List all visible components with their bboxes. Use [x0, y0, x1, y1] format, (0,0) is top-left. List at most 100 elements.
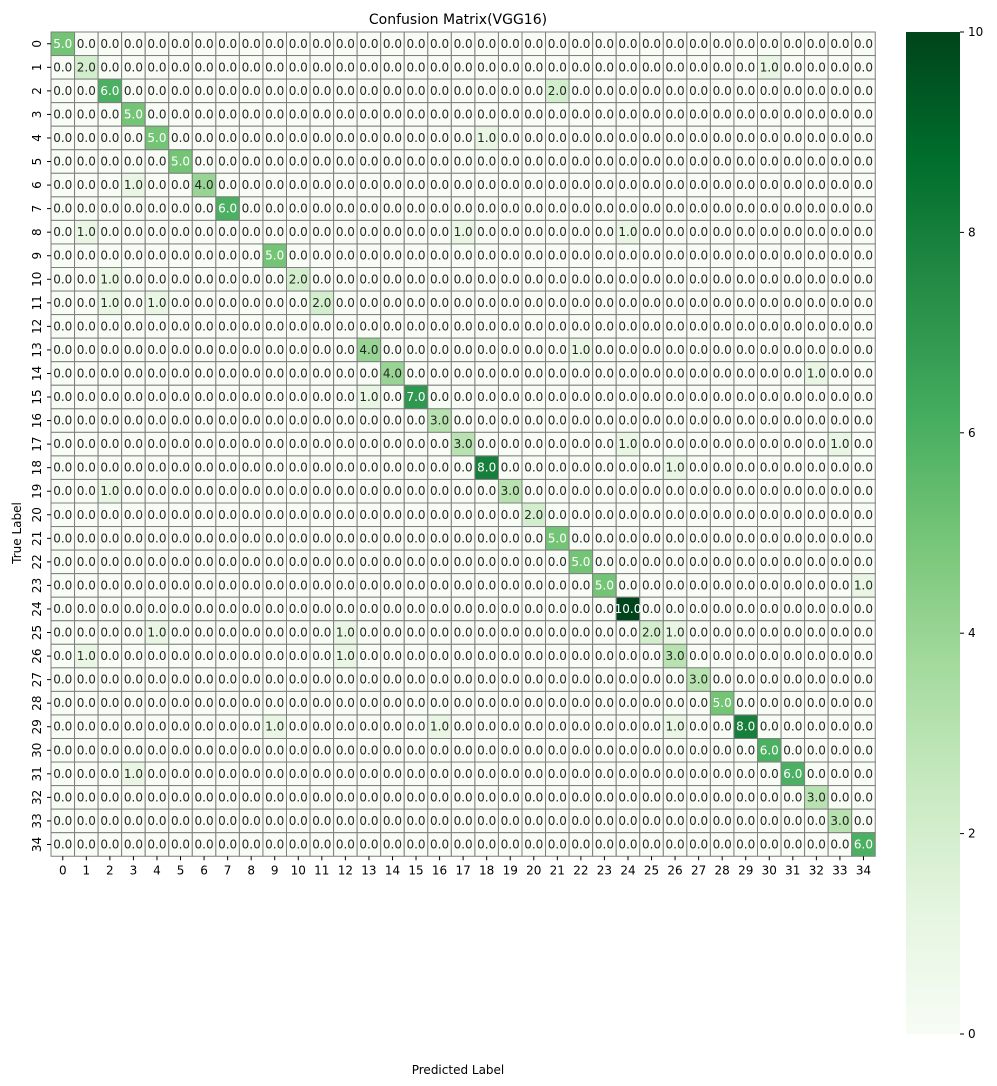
- cell-value-label: 0.0: [524, 790, 543, 804]
- cell-value-label: 0.0: [242, 837, 261, 851]
- cell-value-label: 0.0: [147, 790, 166, 804]
- cell-value-label: 0.0: [171, 437, 190, 451]
- cell-value-label: 0.0: [595, 131, 614, 145]
- cell-value-label: 0.0: [760, 461, 779, 475]
- cell-value-label: 0.0: [171, 366, 190, 380]
- cell-value-label: 0.0: [242, 178, 261, 192]
- y-tick-label: 8: [30, 228, 44, 236]
- cell-value-label: 0.0: [666, 814, 685, 828]
- cell-value-label: 0.0: [666, 414, 685, 428]
- cell-value-label: 0.0: [53, 390, 72, 404]
- cell-value-label: 0.0: [807, 555, 826, 569]
- x-tick-label: 28: [715, 863, 730, 877]
- cell-value-label: 0.0: [312, 461, 331, 475]
- cell-value-label: 0.0: [218, 673, 237, 687]
- cell-value-label: 0.0: [53, 673, 72, 687]
- cell-value-label: 0.0: [77, 319, 96, 333]
- cell-value-label: 0.0: [454, 602, 473, 616]
- cell-value-label: 0.0: [524, 225, 543, 239]
- cell-value-label: 0.0: [430, 366, 449, 380]
- cell-value-label: 0.0: [100, 790, 119, 804]
- cell-value-label: 0.0: [242, 461, 261, 475]
- cell-value-label: 0.0: [854, 461, 873, 475]
- cell-value-label: 0.0: [830, 578, 849, 592]
- cell-value-label: 0.0: [595, 743, 614, 757]
- cell-value-label: 0.0: [53, 743, 72, 757]
- cell-value-label: 0.0: [289, 555, 308, 569]
- x-tick-label: 29: [738, 863, 753, 877]
- cell-value-label: 0.0: [713, 743, 732, 757]
- cell-value-label: 0.0: [595, 696, 614, 710]
- cell-value-label: 0.0: [312, 178, 331, 192]
- cell-value-label: 0.0: [736, 202, 755, 216]
- cell-value-label: 0.0: [383, 484, 402, 498]
- cell-value-label: 0.0: [618, 414, 637, 428]
- cell-value-label: 0.0: [454, 155, 473, 169]
- cell-value-label: 0.0: [359, 578, 378, 592]
- cell-value-label: 0.0: [289, 60, 308, 74]
- cell-value-label: 0.0: [289, 696, 308, 710]
- cell-value-label: 0.0: [359, 155, 378, 169]
- cell-value-label: 0.0: [760, 696, 779, 710]
- cell-value-label: 0.0: [830, 508, 849, 522]
- y-tick-label: 10: [30, 272, 44, 287]
- cell-value-label: 0.0: [830, 649, 849, 663]
- cell-value-label: 0.0: [218, 272, 237, 286]
- cell-value-label: 2.0: [77, 60, 96, 74]
- cell-value-label: 0.0: [359, 178, 378, 192]
- cell-value-label: 0.0: [571, 837, 590, 851]
- cell-value-label: 0.0: [406, 696, 425, 710]
- cell-value-label: 0.0: [548, 814, 567, 828]
- cell-value-label: 0.0: [595, 296, 614, 310]
- cell-value-label: 0.0: [571, 414, 590, 428]
- cell-value-label: 0.0: [312, 508, 331, 522]
- cell-value-label: 0.0: [124, 366, 143, 380]
- cell-value-label: 0.0: [336, 366, 355, 380]
- cell-value-label: 0.0: [336, 673, 355, 687]
- cell-value-label: 0.0: [289, 343, 308, 357]
- cell-value-label: 0.0: [242, 131, 261, 145]
- cell-value-label: 0.0: [100, 366, 119, 380]
- cell-value-label: 0.0: [430, 131, 449, 145]
- cell-value-label: 0.0: [760, 155, 779, 169]
- cell-value-label: 0.0: [689, 790, 708, 804]
- cell-value-label: 0.0: [548, 626, 567, 640]
- cell-value-label: 0.0: [406, 484, 425, 498]
- cell-value-label: 0.0: [242, 767, 261, 781]
- cell-value-label: 0.0: [171, 37, 190, 51]
- x-tick-label: 17: [455, 863, 470, 877]
- cell-value-label: 0.0: [77, 578, 96, 592]
- cell-value-label: 0.0: [736, 484, 755, 498]
- cell-value-label: 0.0: [195, 814, 214, 828]
- cell-value-label: 0.0: [147, 578, 166, 592]
- cell-value-label: 0.0: [53, 296, 72, 310]
- cell-value-label: 0.0: [171, 131, 190, 145]
- cell-value-label: 0.0: [524, 390, 543, 404]
- cell-value-label: 0.0: [854, 107, 873, 121]
- cell-value-label: 0.0: [618, 202, 637, 216]
- cell-value-label: 0.0: [454, 531, 473, 545]
- cell-value-label: 0.0: [830, 602, 849, 616]
- cell-value-label: 0.0: [312, 107, 331, 121]
- cell-value-label: 0.0: [689, 767, 708, 781]
- cell-value-label: 0.0: [595, 602, 614, 616]
- cell-value-label: 0.0: [689, 508, 708, 522]
- cell-value-label: 0.0: [807, 107, 826, 121]
- cell-value-label: 0.0: [242, 531, 261, 545]
- cell-value-label: 0.0: [642, 720, 661, 734]
- cell-value-label: 0.0: [689, 225, 708, 239]
- y-tick-label: 15: [30, 389, 44, 404]
- cell-value-label: 0.0: [477, 37, 496, 51]
- cell-value-label: 0.0: [524, 249, 543, 263]
- cell-value-label: 0.0: [336, 508, 355, 522]
- cell-value-label: 0.0: [854, 531, 873, 545]
- cell-value-label: 5.0: [53, 37, 72, 51]
- y-tick-label: 20: [30, 507, 44, 522]
- cell-value-label: 0.0: [359, 107, 378, 121]
- cell-value-label: 0.0: [265, 366, 284, 380]
- y-tick-label: 14: [30, 366, 44, 381]
- cell-value-label: 0.0: [571, 673, 590, 687]
- cell-value-label: 0.0: [430, 484, 449, 498]
- cell-value-label: 0.0: [359, 767, 378, 781]
- cell-value-label: 0.0: [100, 696, 119, 710]
